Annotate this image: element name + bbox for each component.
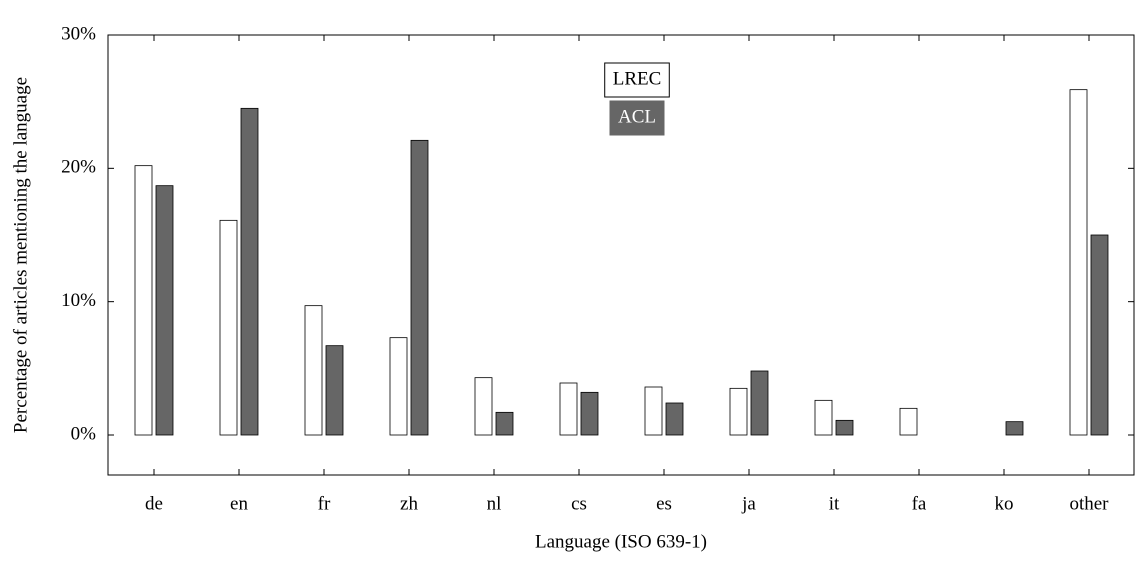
x-tick-label: ja (741, 493, 756, 514)
bar (325, 345, 344, 436)
bar (155, 185, 174, 436)
bar (559, 382, 578, 436)
bar (134, 165, 153, 436)
y-axis-label: Percentage of articles mentioning the la… (10, 77, 31, 433)
x-tick-label: other (1069, 493, 1109, 514)
bar (474, 377, 493, 436)
bar (304, 305, 323, 436)
bar (729, 387, 748, 436)
bar (240, 107, 259, 436)
bar (1090, 234, 1109, 436)
bar (750, 370, 769, 436)
y-tick-label: 30% (61, 23, 96, 44)
x-tick-label: ko (995, 493, 1014, 514)
bar (835, 419, 854, 436)
bar (1005, 421, 1024, 436)
x-axis-label: Language (ISO 639-1) (535, 531, 707, 552)
plot-frame (107, 34, 1135, 476)
bar (644, 386, 663, 436)
legend-label: LREC (613, 68, 662, 89)
bar (814, 399, 833, 436)
x-tick-label: es (656, 493, 672, 514)
legend-label: ACL (618, 106, 656, 127)
bar (495, 411, 514, 436)
bar (899, 407, 918, 436)
legend-box (604, 62, 670, 98)
bar (580, 391, 599, 436)
x-tick-label: it (829, 493, 840, 514)
x-tick-label: fa (912, 493, 927, 514)
x-tick-label: nl (487, 493, 502, 514)
bar (410, 139, 429, 436)
bar (219, 219, 238, 436)
y-tick-label: 10% (61, 290, 96, 311)
x-tick-label: cs (571, 493, 587, 514)
y-tick-label: 20% (61, 157, 96, 178)
x-tick-label: en (230, 493, 248, 514)
bar (665, 402, 684, 436)
x-tick-label: fr (318, 493, 331, 514)
bar (389, 337, 408, 436)
bar (1069, 89, 1088, 436)
x-tick-label: zh (400, 493, 418, 514)
x-tick-label: de (145, 493, 163, 514)
legend-box (609, 100, 665, 136)
y-tick-label: 0% (71, 423, 97, 444)
